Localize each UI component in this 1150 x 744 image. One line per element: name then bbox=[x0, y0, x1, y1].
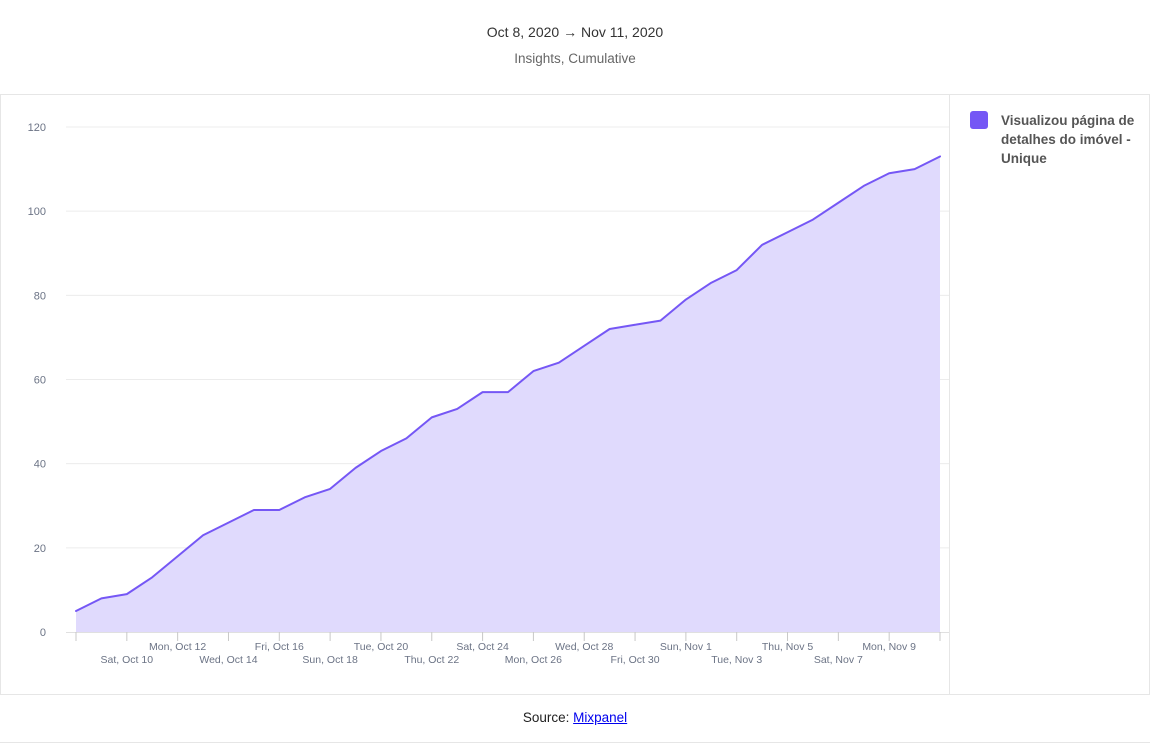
y-tick-label: 120 bbox=[28, 122, 46, 134]
x-tick-label: Sun, Oct 18 bbox=[302, 654, 358, 666]
y-tick-label: 0 bbox=[40, 627, 46, 639]
chart-header: Oct 8, 2020 → Nov 11, 2020 Insights, Cum… bbox=[0, 0, 1150, 94]
y-tick-label: 20 bbox=[34, 543, 46, 555]
x-tick-label: Sun, Nov 1 bbox=[660, 641, 712, 653]
x-tick-label: Sat, Nov 7 bbox=[814, 654, 863, 666]
x-tick-label: Sat, Oct 10 bbox=[101, 654, 154, 666]
source-link[interactable]: Mixpanel bbox=[573, 710, 628, 725]
x-tick-label: Fri, Oct 30 bbox=[611, 654, 660, 666]
x-tick-label: Tue, Oct 20 bbox=[354, 641, 409, 653]
x-tick-label: Wed, Oct 28 bbox=[555, 641, 613, 653]
legend-swatch[interactable] bbox=[970, 111, 988, 129]
y-tick-label: 100 bbox=[28, 206, 46, 218]
y-tick-label: 40 bbox=[34, 459, 46, 471]
y-tick-label: 60 bbox=[34, 375, 46, 387]
y-tick-label: 80 bbox=[34, 290, 46, 302]
source-prefix: Source: bbox=[522, 710, 574, 725]
x-tick-label: Mon, Nov 9 bbox=[862, 641, 916, 653]
x-tick-label: Tue, Nov 3 bbox=[711, 654, 762, 666]
series-area bbox=[76, 156, 940, 633]
footer-divider bbox=[0, 742, 1150, 743]
footer: Source: Mixpanel bbox=[0, 710, 1150, 725]
report-subtitle: Insights, Cumulative bbox=[514, 51, 636, 66]
x-tick-label: Sat, Oct 24 bbox=[456, 641, 509, 653]
legend-label[interactable]: Visualizou página de detalhes do imóvel … bbox=[1001, 113, 1135, 166]
legend: Visualizou página de detalhes do imóvel … bbox=[949, 94, 1150, 695]
x-tick-label: Fri, Oct 16 bbox=[255, 641, 304, 653]
x-tick-label: Mon, Oct 12 bbox=[149, 641, 206, 653]
x-tick-label: Thu, Oct 22 bbox=[404, 654, 459, 666]
x-tick-label: Wed, Oct 14 bbox=[199, 654, 257, 666]
x-tick-label: Mon, Oct 26 bbox=[505, 654, 562, 666]
date-range: Oct 8, 2020 → Nov 11, 2020 bbox=[486, 24, 664, 40]
series-line bbox=[75, 155, 941, 612]
x-tick-label: Thu, Nov 5 bbox=[762, 641, 814, 653]
